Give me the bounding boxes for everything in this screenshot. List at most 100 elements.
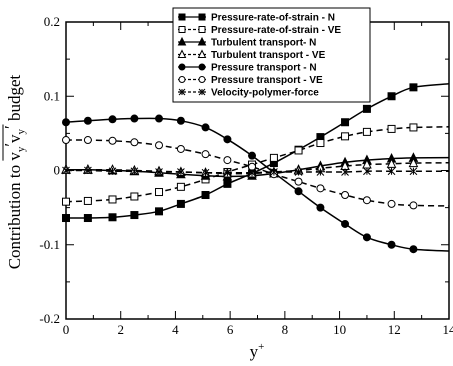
marker-circle-open [316, 184, 325, 193]
x-tick-label: 10 [333, 322, 346, 337]
marker-triangle-filled [177, 36, 187, 46]
legend-label: Pressure-rate-of-strain - N [211, 13, 335, 24]
y-axis-title-prefix: Contribution to [5, 161, 24, 270]
marker-circle-filled [198, 63, 206, 71]
marker-square-filled [155, 207, 164, 216]
marker-square-open [269, 153, 278, 162]
marker-square-open [198, 26, 206, 33]
legend-label: Velocity-polymer-force [211, 88, 319, 99]
marker-star [130, 167, 139, 176]
x-tick-label: 6 [227, 322, 234, 337]
marker-square-open [62, 197, 70, 206]
y-axis-title-var1: v [5, 152, 24, 161]
marker-circle-open [198, 76, 206, 83]
y-tick-label: 0.1 [44, 88, 60, 103]
y-axis-title-sub2: y [15, 128, 27, 134]
x-tick-label: 4 [172, 322, 179, 337]
marker-star [62, 166, 70, 175]
marker-star [409, 167, 418, 176]
marker-circle-filled [62, 118, 70, 127]
marker-circle-open [108, 136, 117, 145]
marker-star [270, 168, 278, 176]
marker-circle-open [294, 177, 303, 186]
x-tick-label: 12 [388, 322, 401, 337]
marker-triangle-open [386, 158, 397, 168]
x-axis-title: y+ [250, 341, 265, 361]
series-line [65, 117, 450, 252]
marker-square-open [176, 182, 185, 191]
series-layer [61, 83, 450, 254]
marker-square-filled [130, 211, 139, 220]
marker-circle-open [387, 199, 396, 208]
marker-square-open [409, 123, 418, 132]
marker-square-open [178, 26, 186, 33]
marker-circle-filled [108, 115, 117, 124]
x-axis-title-sup: + [258, 341, 264, 353]
marker-circle-open [178, 76, 186, 83]
y-axis-title-prime2: ′ [1, 125, 20, 129]
marker-circle-open [155, 141, 164, 150]
marker-square-open [387, 124, 396, 133]
series-line [65, 83, 450, 219]
marker-star [248, 168, 256, 177]
marker-circle-open [130, 138, 139, 147]
legend-label: Turbulent transport- N [211, 38, 316, 49]
x-axis-title-main: y [250, 342, 259, 361]
legend: Pressure-rate-of-strain - NPressure-rate… [172, 7, 371, 103]
marker-triangle-open [177, 49, 187, 58]
marker-star [223, 168, 232, 177]
marker-circle-filled [130, 114, 139, 123]
marker-circle-filled [294, 187, 303, 196]
marker-circle-open [409, 201, 418, 210]
marker-circle-filled [178, 63, 186, 71]
marker-square-filled [409, 83, 418, 92]
marker-star [155, 168, 163, 176]
marker-circle-open [62, 136, 70, 145]
marker-circle-filled [362, 233, 371, 242]
legend-label: Turbulent transport - VE [211, 50, 326, 61]
marker-star [84, 166, 92, 175]
marker-square-open [294, 146, 303, 155]
marker-square-open [130, 192, 139, 201]
series-pressure-rate-of-strain-n [62, 83, 450, 223]
series-pressure-transport-ve [62, 136, 450, 210]
y-axis-title-var2: v [5, 134, 24, 143]
marker-circle-open [341, 191, 350, 200]
y-axis-title-prime1: ′ [1, 143, 20, 147]
x-tick-label: 0 [63, 322, 70, 337]
marker-circle-filled [387, 240, 396, 249]
marker-square-filled [362, 104, 371, 113]
marker-square-filled [83, 214, 92, 223]
marker-square-filled [201, 191, 210, 200]
marker-star [387, 167, 396, 176]
marker-star [198, 88, 206, 96]
marker-triangle-filled [197, 36, 207, 46]
x-tick-label: 14 [443, 322, 453, 337]
marker-triangle-open [197, 49, 207, 58]
marker-star [178, 88, 186, 96]
marker-square-open [316, 139, 325, 148]
x-tick-label: 2 [117, 322, 124, 337]
marker-star [341, 168, 349, 176]
marker-circle-open [176, 144, 185, 153]
marker-star [363, 167, 371, 176]
marker-square-filled [108, 213, 117, 222]
x-tick-labels: 0 2 4 6 8 10 12 14 [63, 322, 453, 337]
marker-square-filled [387, 92, 396, 101]
series-line [65, 139, 450, 207]
legend-label: Pressure transport - N [211, 63, 317, 74]
marker-circle-filled [409, 245, 418, 254]
marker-circle-filled [248, 151, 257, 160]
legend-label: Pressure transport - VE [211, 75, 323, 86]
marker-circle-filled [223, 135, 232, 144]
marker-square-open [155, 188, 164, 197]
legend-label: Pressure-rate-of-strain - VE [211, 25, 341, 36]
marker-square-open [341, 132, 350, 141]
marker-square-open [83, 196, 92, 205]
marker-circle-filled [316, 203, 325, 212]
marker-square-filled [341, 118, 350, 127]
y-tick-label: 0.2 [44, 14, 60, 29]
marker-triangle-open [408, 157, 419, 168]
y-tick-label: -0.1 [39, 237, 60, 252]
series-line [65, 169, 449, 174]
